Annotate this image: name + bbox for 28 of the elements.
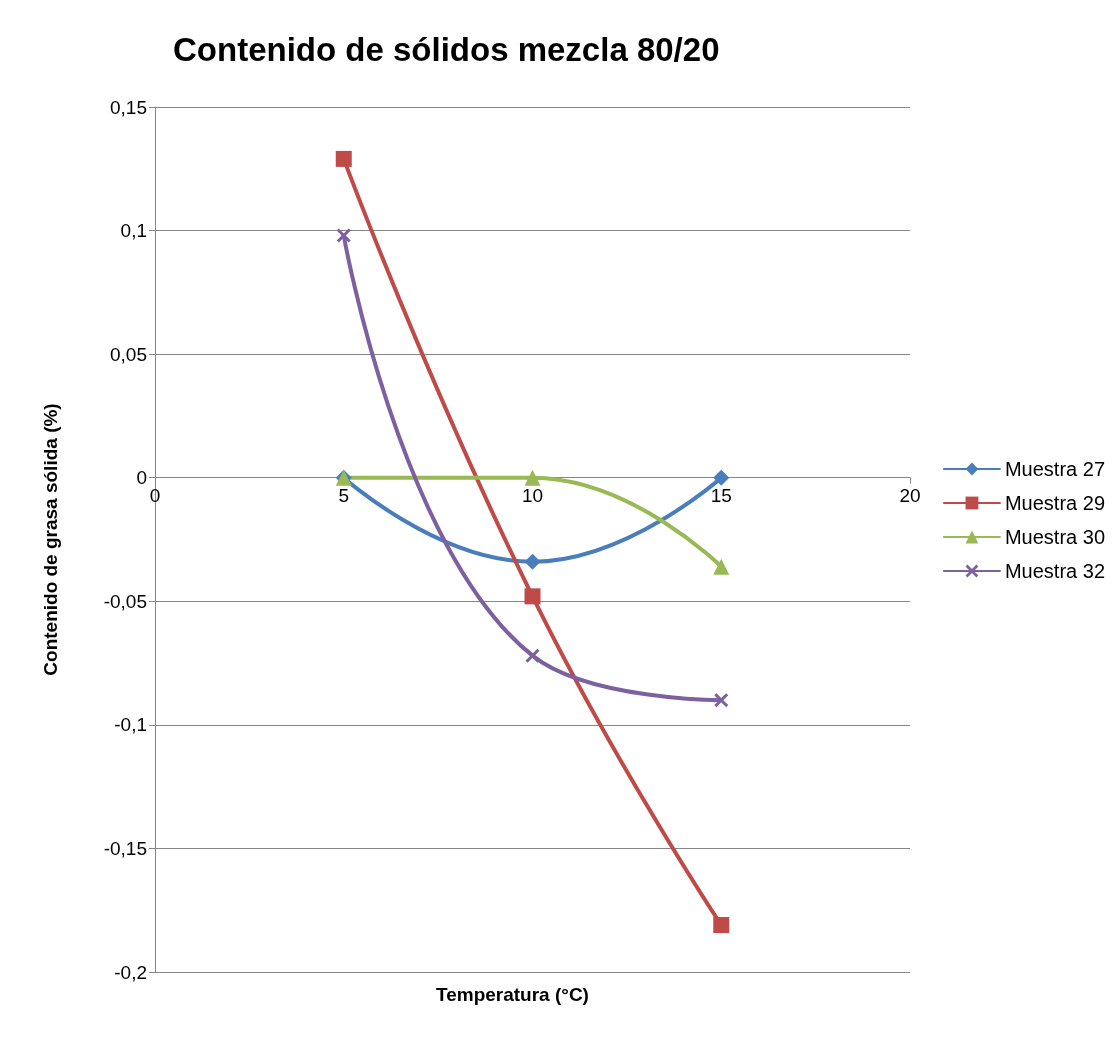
y-axis-title: Contenido de grasa sólida (%) [40, 403, 61, 676]
legend-label: Muestra 30 [1004, 526, 1106, 548]
point [713, 469, 730, 486]
x-tick-label: 5 [338, 484, 350, 506]
y-tick-label: 0,1 [120, 220, 147, 242]
legend-label: Muestra 27 [1004, 458, 1106, 480]
y-tick-label: -0,15 [103, 837, 147, 859]
y-tick-label: 0 [136, 467, 147, 489]
point [335, 150, 352, 167]
y-tick-label: 0,15 [110, 96, 147, 118]
point [525, 648, 540, 663]
x-axis-title: Temperatura (°C) [436, 984, 589, 1005]
x-tick-label: 20 [899, 484, 921, 506]
y-tick-label: -0,2 [114, 961, 147, 983]
legend-label: Muestra 32 [1004, 560, 1106, 582]
point [713, 917, 730, 934]
point [336, 228, 351, 243]
chart-title: Contenido de sólidos mezcla 80/20 [173, 31, 720, 68]
y-tick-label: 0,05 [110, 343, 147, 365]
point [524, 553, 541, 570]
y-tick-label: -0,05 [103, 590, 147, 612]
legend-label: Muestra 29 [1004, 492, 1106, 514]
y-tick-label: -0,1 [114, 714, 147, 736]
x-tick-label: 0 [149, 484, 161, 506]
point [714, 693, 729, 708]
x-tick-label: 15 [710, 484, 732, 506]
point [524, 588, 541, 605]
x-tick-label: 10 [521, 484, 544, 506]
